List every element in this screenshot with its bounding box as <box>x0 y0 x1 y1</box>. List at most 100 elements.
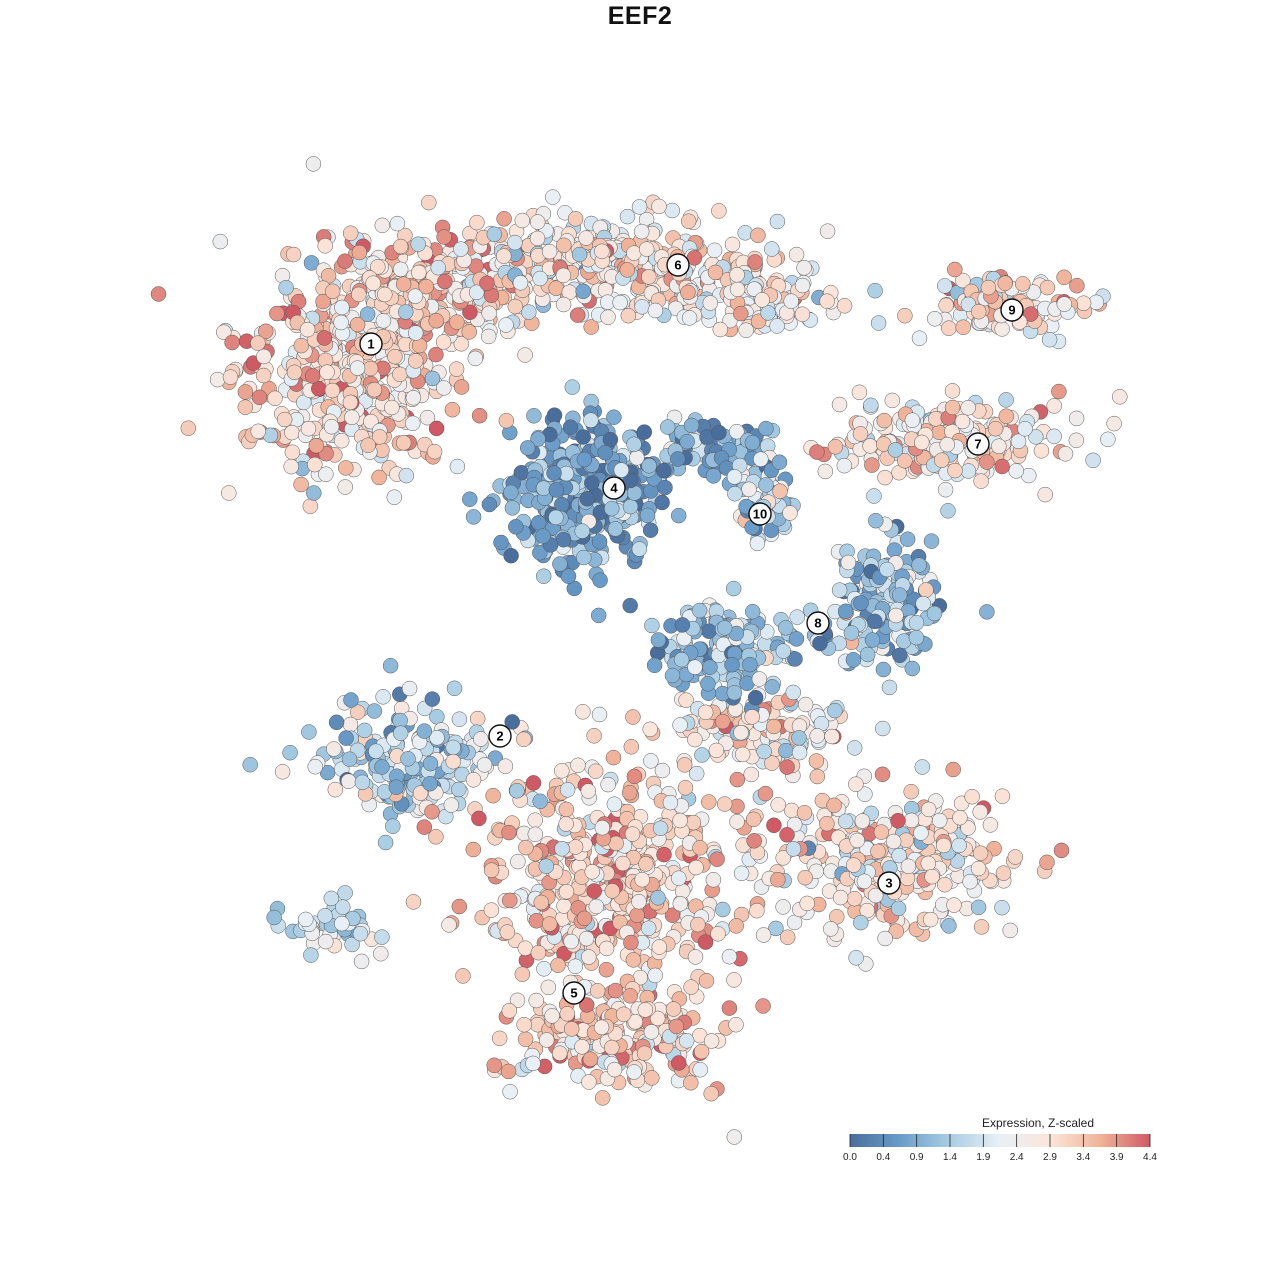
scatter-point <box>994 321 1010 337</box>
scatter-point <box>846 890 863 907</box>
scatter-point <box>374 217 391 234</box>
scatter-point <box>370 259 386 275</box>
scatter-point <box>519 440 536 456</box>
scatter-point <box>237 384 254 400</box>
colorbar-tick-label: 3.4 <box>1076 1152 1090 1163</box>
scatter-point <box>903 812 920 829</box>
scatter-point <box>998 392 1014 408</box>
scatter-point <box>473 731 489 747</box>
scatter-point <box>733 724 749 741</box>
scatter-point <box>758 477 774 493</box>
scatter-point <box>483 902 500 918</box>
scatter-point <box>703 1085 719 1102</box>
scatter-point <box>625 709 641 725</box>
scatter-point <box>758 420 774 437</box>
scatter-point <box>576 451 593 468</box>
scatter-point <box>582 1051 599 1067</box>
scatter-point <box>465 772 482 788</box>
scatter-point <box>884 392 901 409</box>
colorbar-tick-label: 0.0 <box>843 1152 857 1163</box>
scatter-point <box>857 786 873 802</box>
scatter-point <box>622 498 639 515</box>
scatter-point <box>375 689 391 705</box>
scatter-point <box>745 811 762 828</box>
scatter-point <box>941 320 957 336</box>
scatter-point <box>293 337 310 354</box>
scatter-point <box>644 1070 660 1086</box>
scatter-point <box>269 305 285 322</box>
scatter-point <box>937 876 953 893</box>
scatter-point <box>962 873 978 890</box>
scatter-point <box>870 843 886 860</box>
scatter-point <box>451 898 468 915</box>
scatter-point <box>525 775 542 791</box>
scatter-point <box>998 408 1015 424</box>
scatter-point <box>501 1003 518 1019</box>
scatter-point <box>775 643 792 659</box>
scatter-point <box>755 998 771 1014</box>
scatter-point <box>307 456 323 473</box>
scatter-point <box>529 230 546 247</box>
scatter-point <box>908 629 925 646</box>
scatter-point <box>592 572 608 588</box>
scatter-point <box>947 261 963 278</box>
scatter-point <box>374 759 390 775</box>
scatter-point <box>517 1031 534 1047</box>
scatter-point <box>631 893 647 910</box>
scatter-point <box>766 718 782 735</box>
scatter-point <box>911 557 927 573</box>
scatter-point <box>1046 428 1062 445</box>
scatter-point <box>604 1039 620 1056</box>
scatter-point <box>620 307 637 324</box>
scatter-point <box>606 796 623 812</box>
scatter-point <box>970 303 987 320</box>
scatter-point <box>583 319 599 335</box>
scatter-point <box>508 519 524 535</box>
scatter-point <box>970 899 987 916</box>
scatter-point <box>692 840 708 856</box>
scatter-point <box>891 587 908 603</box>
scatter-point <box>625 952 642 968</box>
scatter-point <box>392 238 409 255</box>
scatter-point <box>621 784 638 801</box>
scatter-point <box>496 248 512 264</box>
scatter-point <box>623 739 640 755</box>
scatter-point <box>587 763 604 779</box>
scatter-point <box>729 814 745 830</box>
scatter-point <box>947 462 963 479</box>
scatter-point <box>1008 463 1024 479</box>
scatter-point <box>518 839 534 856</box>
scatter-point <box>451 711 468 727</box>
scatter-point <box>527 812 543 828</box>
scatter-point <box>530 944 547 961</box>
scatter-point <box>471 810 487 827</box>
scatter-point <box>837 603 854 620</box>
scatter-point <box>377 286 393 303</box>
scatter-point <box>700 676 716 692</box>
scatter-point <box>647 967 663 984</box>
scatter-point <box>701 623 717 639</box>
scatter-point <box>349 360 366 376</box>
scatter-point <box>430 259 446 276</box>
scatter-point <box>552 1045 568 1061</box>
scatter-point <box>764 755 780 771</box>
scatter-point <box>670 507 687 524</box>
scatter-point <box>649 1010 666 1027</box>
scatter-point <box>556 237 572 254</box>
scatter-point <box>623 934 639 951</box>
scatter-point <box>575 283 591 300</box>
scatter-point <box>528 992 544 1009</box>
scatter-point <box>1039 854 1055 871</box>
scatter-point <box>769 318 785 334</box>
scatter-point <box>651 198 667 215</box>
scatter-point <box>416 723 433 739</box>
scatter-point <box>497 758 514 774</box>
scatter-point <box>671 1055 687 1071</box>
scatter-point <box>779 929 796 945</box>
scatter-point <box>424 691 441 707</box>
scatter-point <box>613 462 630 478</box>
cluster-label-2: 2 <box>496 729 503 744</box>
scatter-point <box>304 368 321 384</box>
colorbar-tick-label: 1.9 <box>976 1152 990 1163</box>
scatter-point <box>867 282 883 299</box>
